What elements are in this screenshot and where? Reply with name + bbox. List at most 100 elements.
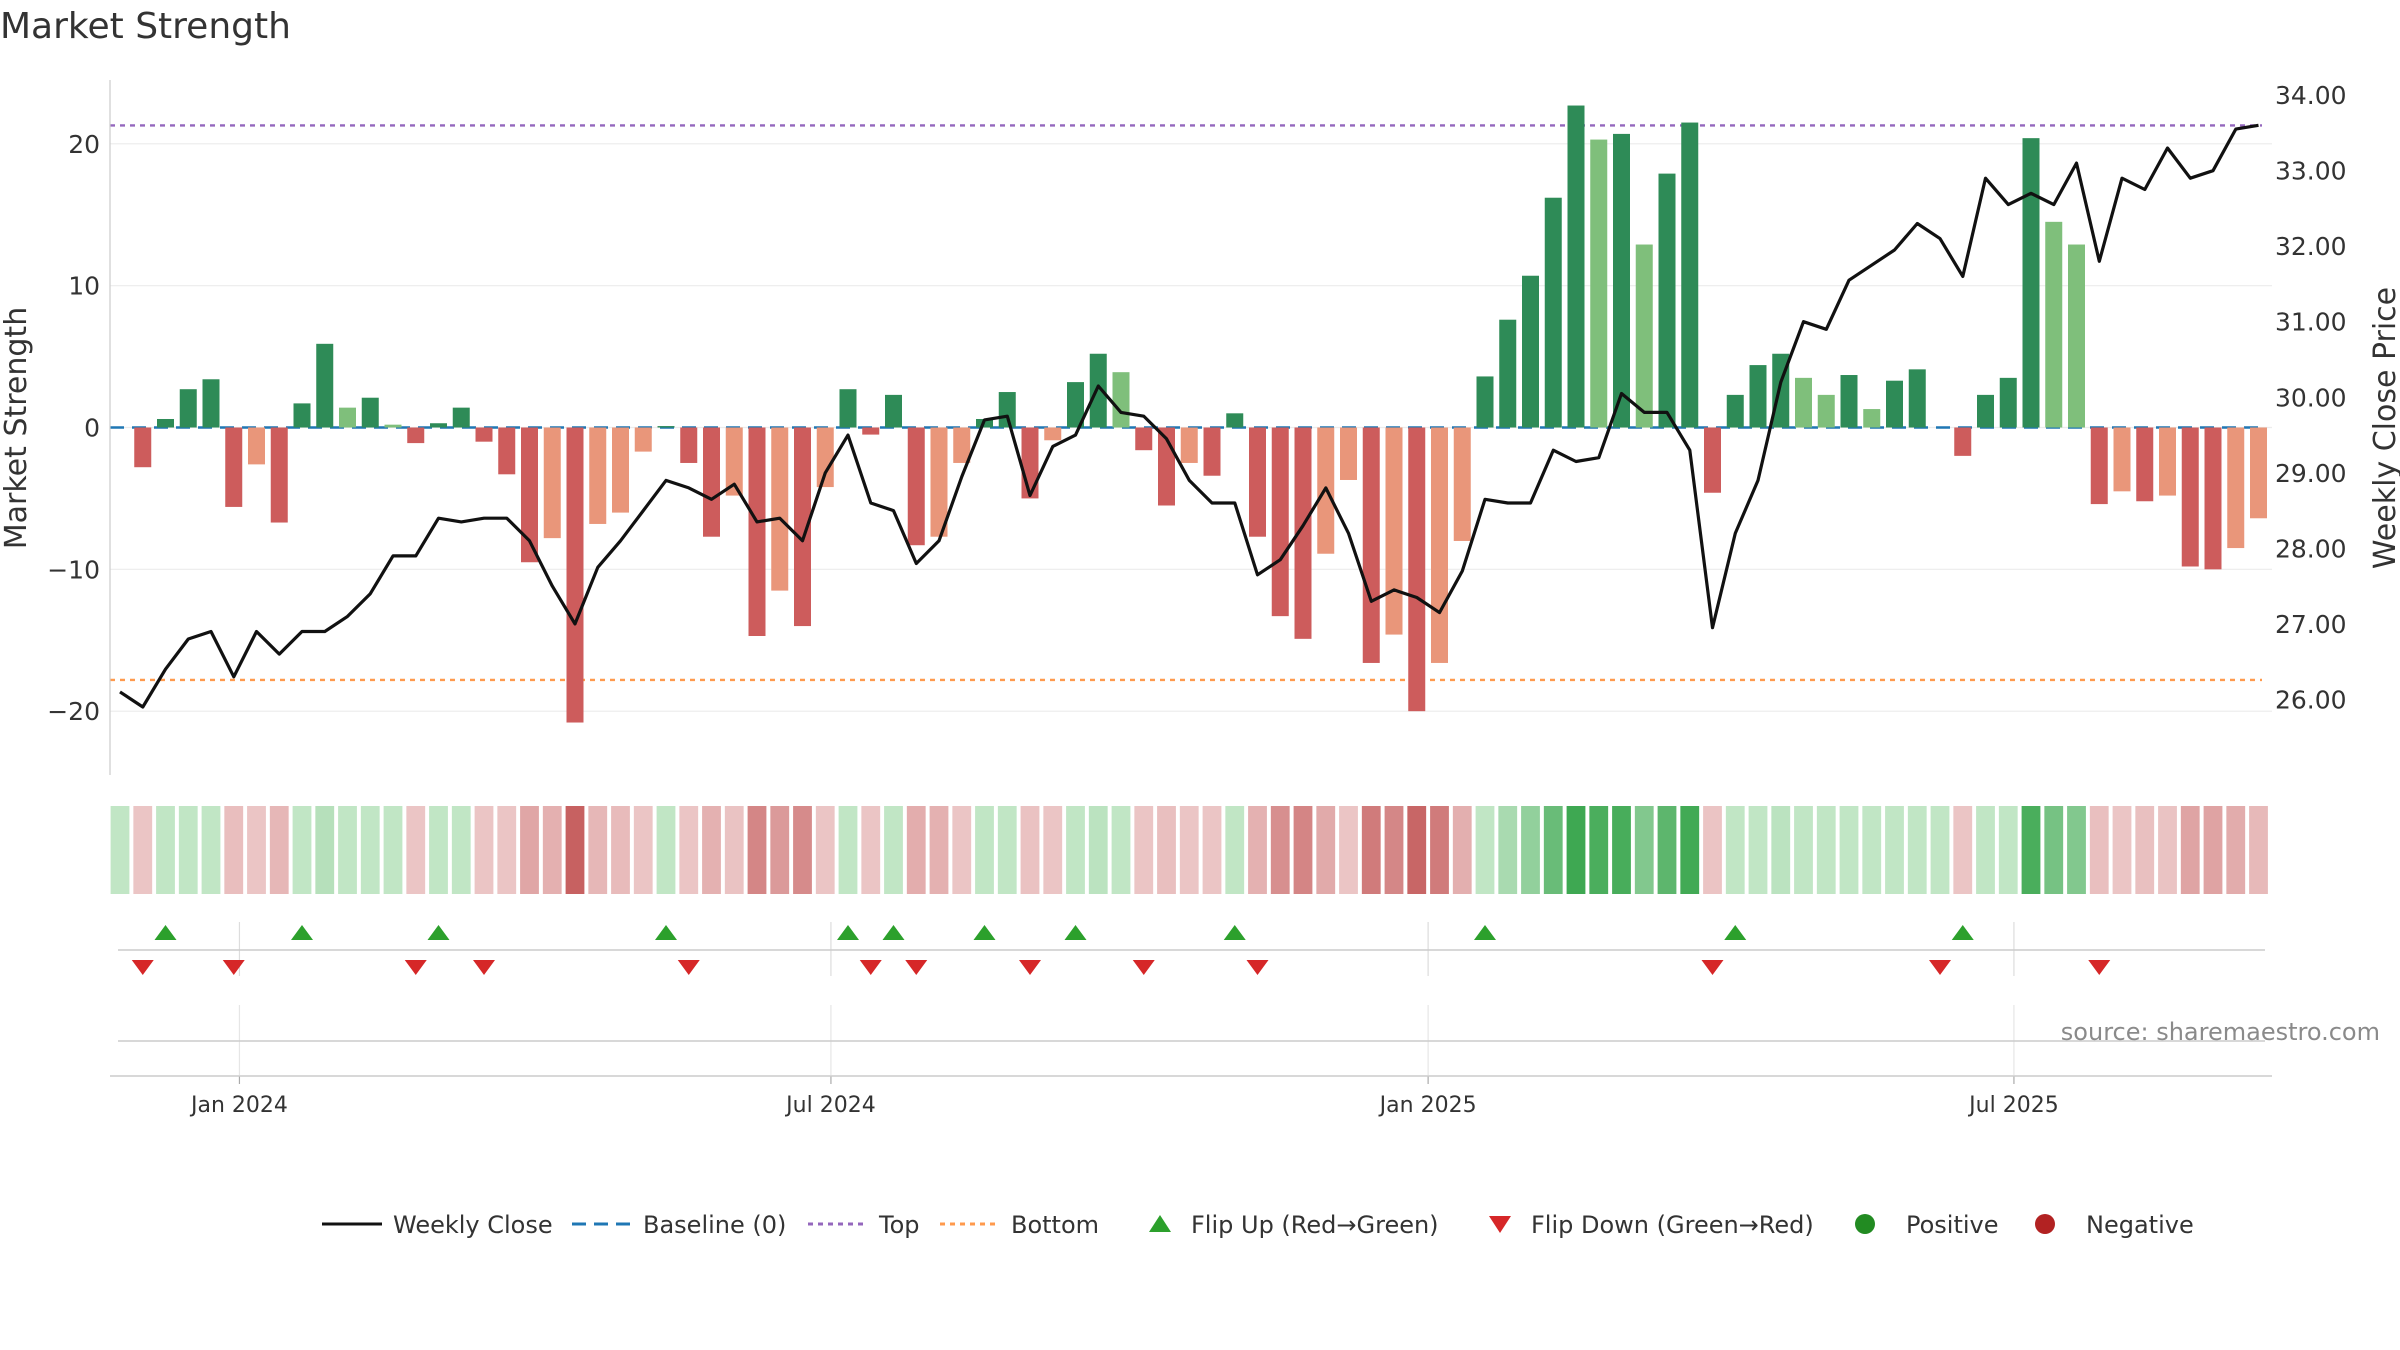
heat-cell <box>1634 806 1654 894</box>
strength-bar <box>2090 427 2108 505</box>
legend-top-label: Top <box>878 1211 920 1239</box>
strength-bar <box>1226 413 1244 428</box>
strength-bar <box>1999 377 2017 428</box>
x-tick-label: Jul 2024 <box>784 1093 876 1118</box>
y-left-tick-label: 10 <box>68 272 100 301</box>
strength-bar <box>1271 427 1289 617</box>
strength-bar <box>384 424 402 428</box>
strength-bar <box>1590 139 1608 428</box>
flip-down-marker <box>222 960 245 975</box>
strength-bar <box>157 418 174 428</box>
y-right-tick-label: 33.00 <box>2275 157 2347 186</box>
heat-cell <box>1816 806 1836 894</box>
heat-cell <box>1111 806 1131 894</box>
y-right-tick-label: 32.00 <box>2275 232 2347 261</box>
heat-cell <box>201 806 221 894</box>
heat-cell <box>315 806 335 894</box>
heat-cell <box>178 806 198 894</box>
heat-cell <box>292 806 312 894</box>
heat-cell <box>1179 806 1199 894</box>
flip-markers <box>118 922 2265 976</box>
strength-bar <box>1726 394 1744 428</box>
y-right-tick-label: 29.00 <box>2275 459 2347 488</box>
heat-cell <box>929 806 949 894</box>
strength-bar <box>2227 427 2245 549</box>
heat-cell <box>520 806 539 894</box>
source-credit: source: sharemaestro.com <box>2061 1018 2380 1046</box>
heat-cell <box>997 806 1017 894</box>
strength-bar <box>1863 409 1881 428</box>
heat-cell <box>1361 806 1381 894</box>
strength-bar <box>1544 197 1562 428</box>
heat-cell <box>1725 806 1745 894</box>
y-axis-right-label: Weekly Close Price <box>2368 287 2400 569</box>
heat-cell <box>497 806 517 894</box>
heat-cell <box>1225 806 1245 894</box>
heat-cell <box>338 806 357 894</box>
heat-cell <box>975 806 994 894</box>
chart-title: Market Strength <box>0 6 291 47</box>
heat-cell <box>2249 806 2268 894</box>
heat-cell <box>679 806 699 894</box>
flip-up-marker <box>291 925 313 940</box>
y-left-tick-label: 20 <box>68 130 100 159</box>
flip-down-marker <box>1132 960 1155 975</box>
flip-up-marker <box>973 925 996 940</box>
flip-up-marker <box>1474 925 1496 940</box>
flip-up-marker <box>154 925 177 940</box>
strength-bar <box>1203 427 1221 476</box>
strength-bar <box>1408 427 1426 712</box>
legend-positive-swatch <box>1855 1214 1875 1234</box>
date-axis: Jan 2024 Jul 2024 Jan 2025 Jul 2025 <box>110 1005 2272 1118</box>
heat-cell <box>1248 806 1267 894</box>
strength-bar <box>430 423 447 428</box>
heat-cell <box>247 806 266 894</box>
heat-cell <box>724 806 744 894</box>
strength-bar <box>1453 427 1471 541</box>
strength-bar <box>816 427 834 488</box>
strength-bar <box>1613 133 1630 428</box>
heat-cell <box>815 806 835 894</box>
heat-cell <box>1430 806 1449 894</box>
flip-up-marker <box>427 925 450 940</box>
strength-bar <box>725 427 743 496</box>
heat-cell <box>1543 806 1563 894</box>
heat-cell <box>2158 806 2177 894</box>
heat-cell <box>133 806 153 894</box>
heat-cell <box>884 806 903 894</box>
heat-cell <box>1339 806 1358 894</box>
strength-bar <box>657 426 675 428</box>
strength-bar <box>612 427 629 513</box>
strength-bar <box>1431 427 1448 663</box>
strength-bar <box>1635 244 1653 428</box>
strength-bar <box>1908 369 1926 428</box>
heat-cell <box>1498 806 1518 894</box>
legend-flip-down-label: Flip Down (Green→Red) <box>1531 1211 1814 1239</box>
y-right-tick-label: 31.00 <box>2275 308 2347 337</box>
strength-bar <box>134 427 152 468</box>
x-tick-label: Jul 2025 <box>1967 1093 2059 1118</box>
y-left-tick-label: 0 <box>84 414 100 443</box>
strength-bar <box>2045 221 2063 428</box>
heat-cell <box>2226 806 2246 894</box>
strength-bar <box>998 392 1016 428</box>
heat-cell <box>565 806 585 894</box>
heat-cell <box>406 806 426 894</box>
heat-cell <box>1612 806 1631 894</box>
heat-cell <box>156 806 175 894</box>
heat-cell <box>1475 806 1495 894</box>
heat-cell <box>2089 806 2109 894</box>
strength-bar <box>771 427 789 591</box>
heat-cell <box>906 806 926 894</box>
heat-cell <box>2021 806 2041 894</box>
flip-down-marker <box>1929 960 1951 975</box>
strength-bar <box>1817 394 1835 428</box>
strength-bar <box>2204 427 2222 570</box>
y-left-tick-label: −10 <box>47 555 100 584</box>
heat-cell <box>1088 806 1108 894</box>
heat-cell <box>1452 806 1472 894</box>
strength-bar <box>1749 365 1767 428</box>
heat-cell <box>1771 806 1791 894</box>
flip-down-marker <box>404 960 427 975</box>
strength-bar <box>179 389 197 428</box>
